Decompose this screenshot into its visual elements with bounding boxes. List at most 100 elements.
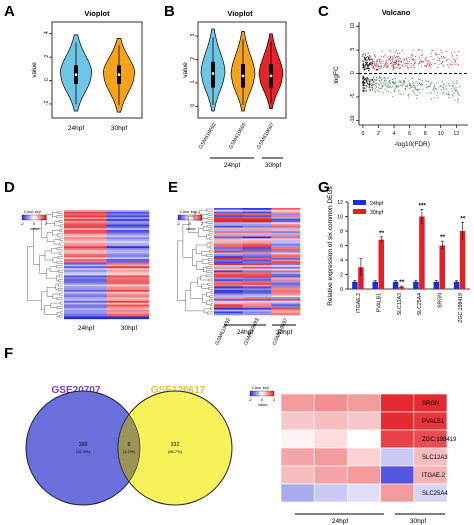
dendrogram-branch — [59, 238, 63, 241]
volcano-point — [441, 80, 443, 82]
volcano-point — [394, 87, 396, 89]
heatmap-cell — [271, 227, 301, 230]
heatmap-cell — [106, 264, 150, 267]
heatmap-cell — [242, 279, 272, 282]
volcano-point — [374, 55, 376, 57]
volcano-point — [375, 79, 377, 82]
heatmap-cell — [214, 247, 243, 250]
volcano-point — [376, 65, 378, 67]
heatmap-cell — [64, 295, 107, 298]
volcano-point — [379, 58, 381, 61]
heatmap-cell — [106, 284, 150, 287]
volcano-point — [453, 51, 455, 53]
volcano-point — [369, 81, 371, 83]
dendrogram-branch — [59, 274, 63, 278]
heatmap-cell — [106, 259, 150, 262]
volcano-point — [378, 76, 381, 78]
volcano-point — [385, 62, 387, 64]
volcano-point — [380, 61, 383, 63]
volcano-point — [365, 85, 367, 87]
volcano-point — [392, 56, 394, 58]
volcano-point — [418, 49, 420, 51]
volcano-point — [455, 63, 457, 65]
volcano-point — [448, 91, 450, 93]
heatmap-cell — [280, 447, 315, 467]
heatmap-cell — [106, 211, 150, 214]
volcano-point — [457, 64, 459, 66]
heatmap-cell — [242, 232, 272, 236]
violin-a-shapes — [59, 34, 136, 113]
x-tick-label: 30hpf — [111, 125, 127, 132]
bar-g-ylabel: Relative expression of six common DEGs — [327, 185, 334, 305]
violin-median-dot — [211, 72, 215, 75]
heatmap-cell — [271, 302, 301, 305]
volcano-point — [415, 87, 417, 89]
volcano-point — [363, 82, 365, 84]
volcano-point — [390, 83, 392, 85]
heatmap-cell — [214, 306, 243, 309]
volcano-point — [440, 49, 442, 52]
heatmap-cell — [106, 260, 150, 263]
volcano-point — [394, 77, 396, 79]
heat-key-d-tick-neg: -2 — [20, 221, 24, 226]
volcano-point — [392, 96, 394, 98]
heatmap-d-col-24hpf: 24hpf — [78, 325, 94, 332]
heatmap-cell — [106, 266, 150, 269]
heatmap-cell — [242, 277, 272, 280]
y-tick-label: 0 — [190, 104, 196, 107]
volcano-point — [437, 56, 439, 58]
volcano-point — [423, 61, 425, 63]
heatmap-cell — [271, 291, 301, 294]
volcano-point — [448, 84, 450, 86]
heatmap-cell — [242, 224, 272, 227]
dendrogram-branch — [58, 270, 63, 273]
panel-label-g: G — [318, 179, 330, 196]
heatmap-cell — [242, 309, 272, 312]
heatmap-cell — [106, 280, 150, 283]
heatmap-cell — [214, 241, 243, 244]
dendrogram-branch — [206, 292, 211, 297]
heatmap-cell — [214, 281, 243, 284]
heatmap-cell — [214, 291, 243, 294]
heatmap-cell — [214, 222, 243, 225]
volcano-point — [405, 57, 407, 59]
heatmap-cell — [106, 300, 150, 303]
heatmap-cell — [242, 273, 272, 277]
heatmap-cell — [242, 311, 272, 314]
volcano-point — [413, 63, 415, 65]
heatmap-cell — [271, 282, 301, 285]
heatmap-cell — [64, 268, 107, 271]
heatmap-cell — [271, 215, 301, 218]
panel-label-a: A — [4, 3, 15, 20]
heatmap-cell — [106, 313, 150, 316]
dendrogram-branch — [206, 242, 210, 248]
volcano-point — [438, 58, 441, 60]
volcano-point — [426, 92, 428, 94]
volcano-point — [365, 54, 367, 56]
heatmap-cell — [242, 313, 272, 316]
volcano-point — [390, 56, 392, 58]
heatmap-cell — [214, 282, 243, 285]
violin-median-dot — [117, 73, 121, 77]
heatmap-cell — [106, 253, 150, 256]
heatmap-cell — [271, 313, 301, 316]
volcano-point — [433, 84, 435, 86]
heatmap-f-cells — [280, 393, 448, 503]
volcano-point — [405, 86, 408, 88]
heatmap-cell — [242, 265, 272, 268]
volcano-point — [414, 92, 416, 94]
volcano-point — [364, 66, 366, 68]
volcano-point — [421, 62, 423, 64]
heatmap-cell — [214, 213, 243, 216]
venn-right-count: 332 — [171, 442, 180, 448]
heatmap-cell — [214, 259, 243, 262]
volcano-point — [407, 56, 409, 59]
heatmap-cell — [106, 289, 150, 293]
volcano-point — [369, 83, 371, 85]
heatmap-cell — [106, 215, 150, 218]
volcano-point — [441, 57, 443, 59]
heatmap-cell — [242, 281, 272, 284]
dendrogram-branch — [52, 293, 60, 299]
dendrogram-branch — [209, 241, 213, 245]
volcano-point — [443, 83, 445, 85]
